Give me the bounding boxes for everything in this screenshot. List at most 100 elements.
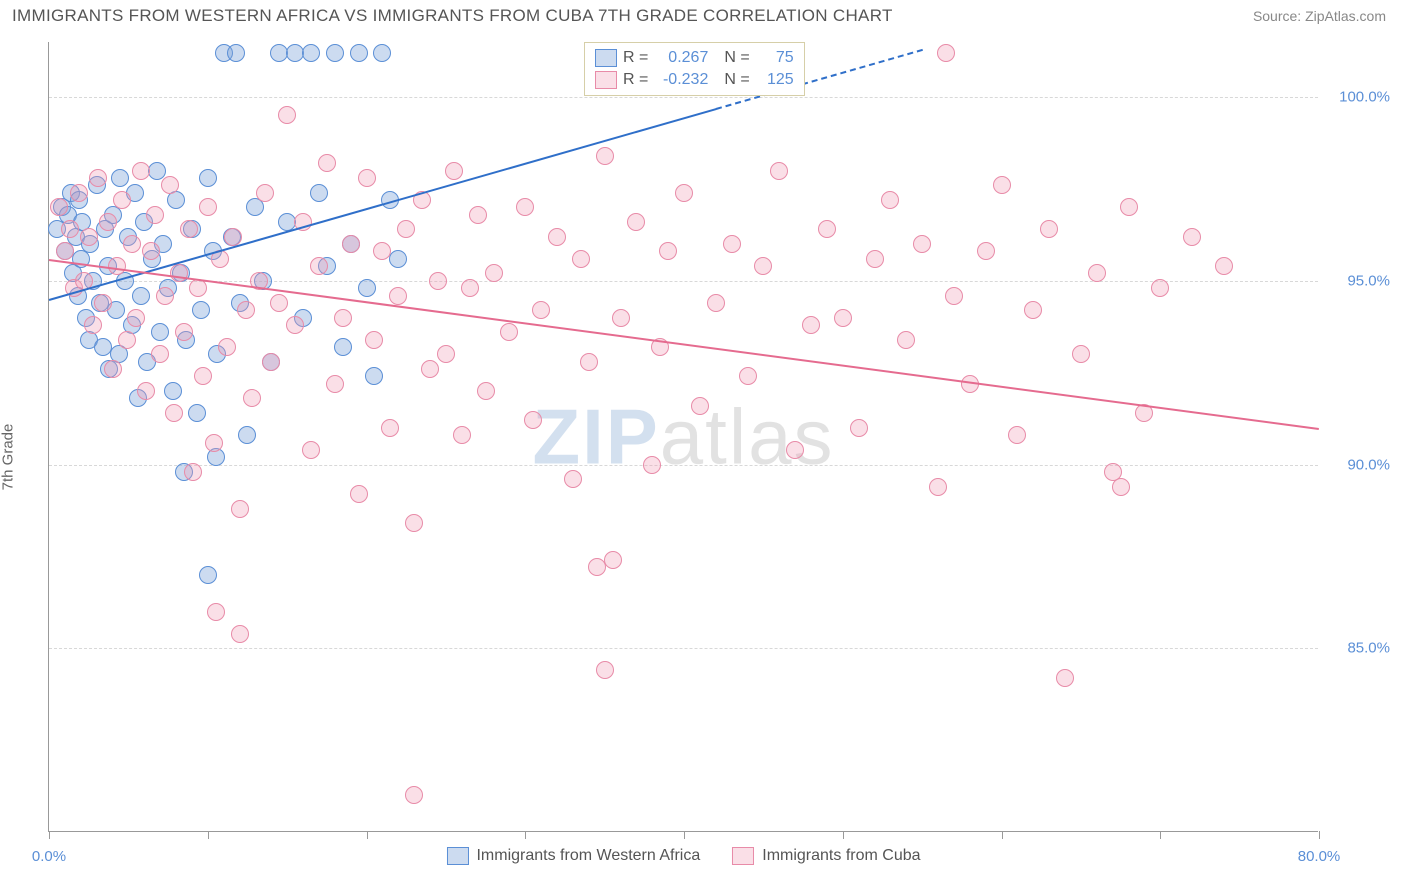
data-point [469,206,487,224]
x-tick [843,831,844,839]
data-point [148,162,166,180]
data-point [165,404,183,422]
data-point [373,242,391,260]
y-tick-label: 100.0% [1326,89,1390,106]
x-tick [1319,831,1320,839]
data-point [94,294,112,312]
data-point [278,106,296,124]
data-point [937,44,955,62]
data-point [643,456,661,474]
data-point [188,404,206,422]
data-point [161,176,179,194]
data-point [227,44,245,62]
plot-area: ZIPatlas 85.0%90.0%95.0%100.0%0.0%80.0%R… [48,42,1318,832]
data-point [170,264,188,282]
data-point [218,338,236,356]
data-point [184,463,202,481]
data-point [453,426,471,444]
data-point [207,603,225,621]
data-point [151,323,169,341]
data-point [365,367,383,385]
data-point [350,44,368,62]
data-point [1120,198,1138,216]
legend-row: R = 0.267 N = 75 [595,47,794,69]
data-point [818,220,836,238]
data-point [151,345,169,363]
y-axis-label: 7th Grade [0,424,17,491]
data-point [850,419,868,437]
legend-n-label: N = [724,71,749,89]
data-point [231,500,249,518]
data-point [866,250,884,268]
gridline [49,281,1318,282]
data-point [437,345,455,363]
x-tick-label: 0.0% [32,848,66,865]
trend-line [49,259,1319,430]
data-point [118,331,136,349]
series-legend-item: Immigrants from Cuba [732,847,920,865]
data-point [326,44,344,62]
data-point [596,661,614,679]
legend-n-label: N = [724,49,749,67]
chart-container: 7th Grade ZIPatlas 85.0%90.0%95.0%100.0%… [0,32,1406,882]
data-point [389,250,407,268]
data-point [770,162,788,180]
legend-n-value: 75 [756,49,794,67]
data-point [99,213,117,231]
data-point [945,287,963,305]
data-point [180,220,198,238]
data-point [80,228,98,246]
data-point [365,331,383,349]
data-point [405,514,423,532]
legend-swatch [595,71,617,89]
data-point [1040,220,1058,238]
data-point [132,162,150,180]
data-point [993,176,1011,194]
data-point [310,184,328,202]
data-point [1112,478,1130,496]
data-point [243,389,261,407]
data-point [127,309,145,327]
data-point [146,206,164,224]
data-point [104,360,122,378]
series-legend: Immigrants from Western AfricaImmigrants… [446,847,920,865]
data-point [627,213,645,231]
gridline [49,97,1318,98]
data-point [1024,301,1042,319]
data-point [754,257,772,275]
data-point [70,184,88,202]
y-tick-label: 95.0% [1326,272,1390,289]
data-point [786,441,804,459]
data-point [612,309,630,327]
data-point [111,169,129,187]
legend-swatch [446,847,468,865]
data-point [604,551,622,569]
data-point [334,309,352,327]
chart-title: IMMIGRANTS FROM WESTERN AFRICA VS IMMIGR… [12,6,893,26]
watermark-part2: atlas [660,392,835,480]
x-tick [525,831,526,839]
data-point [310,257,328,275]
data-point [50,198,68,216]
data-point [389,287,407,305]
data-point [270,294,288,312]
data-point [524,411,542,429]
gridline [49,648,1318,649]
legend-r-label: R = [623,49,648,67]
legend-r-value: 0.267 [654,49,708,67]
x-tick [367,831,368,839]
data-point [156,287,174,305]
data-point [238,426,256,444]
data-point [977,242,995,260]
data-point [137,382,155,400]
series-name: Immigrants from Cuba [762,847,920,865]
correlation-legend: R =0.267N =75R =-0.232N =125 [584,42,805,96]
data-point [580,353,598,371]
x-tick [1002,831,1003,839]
data-point [1056,669,1074,687]
data-point [199,566,217,584]
data-point [61,220,79,238]
data-point [342,235,360,253]
data-point [675,184,693,202]
data-point [256,184,274,202]
